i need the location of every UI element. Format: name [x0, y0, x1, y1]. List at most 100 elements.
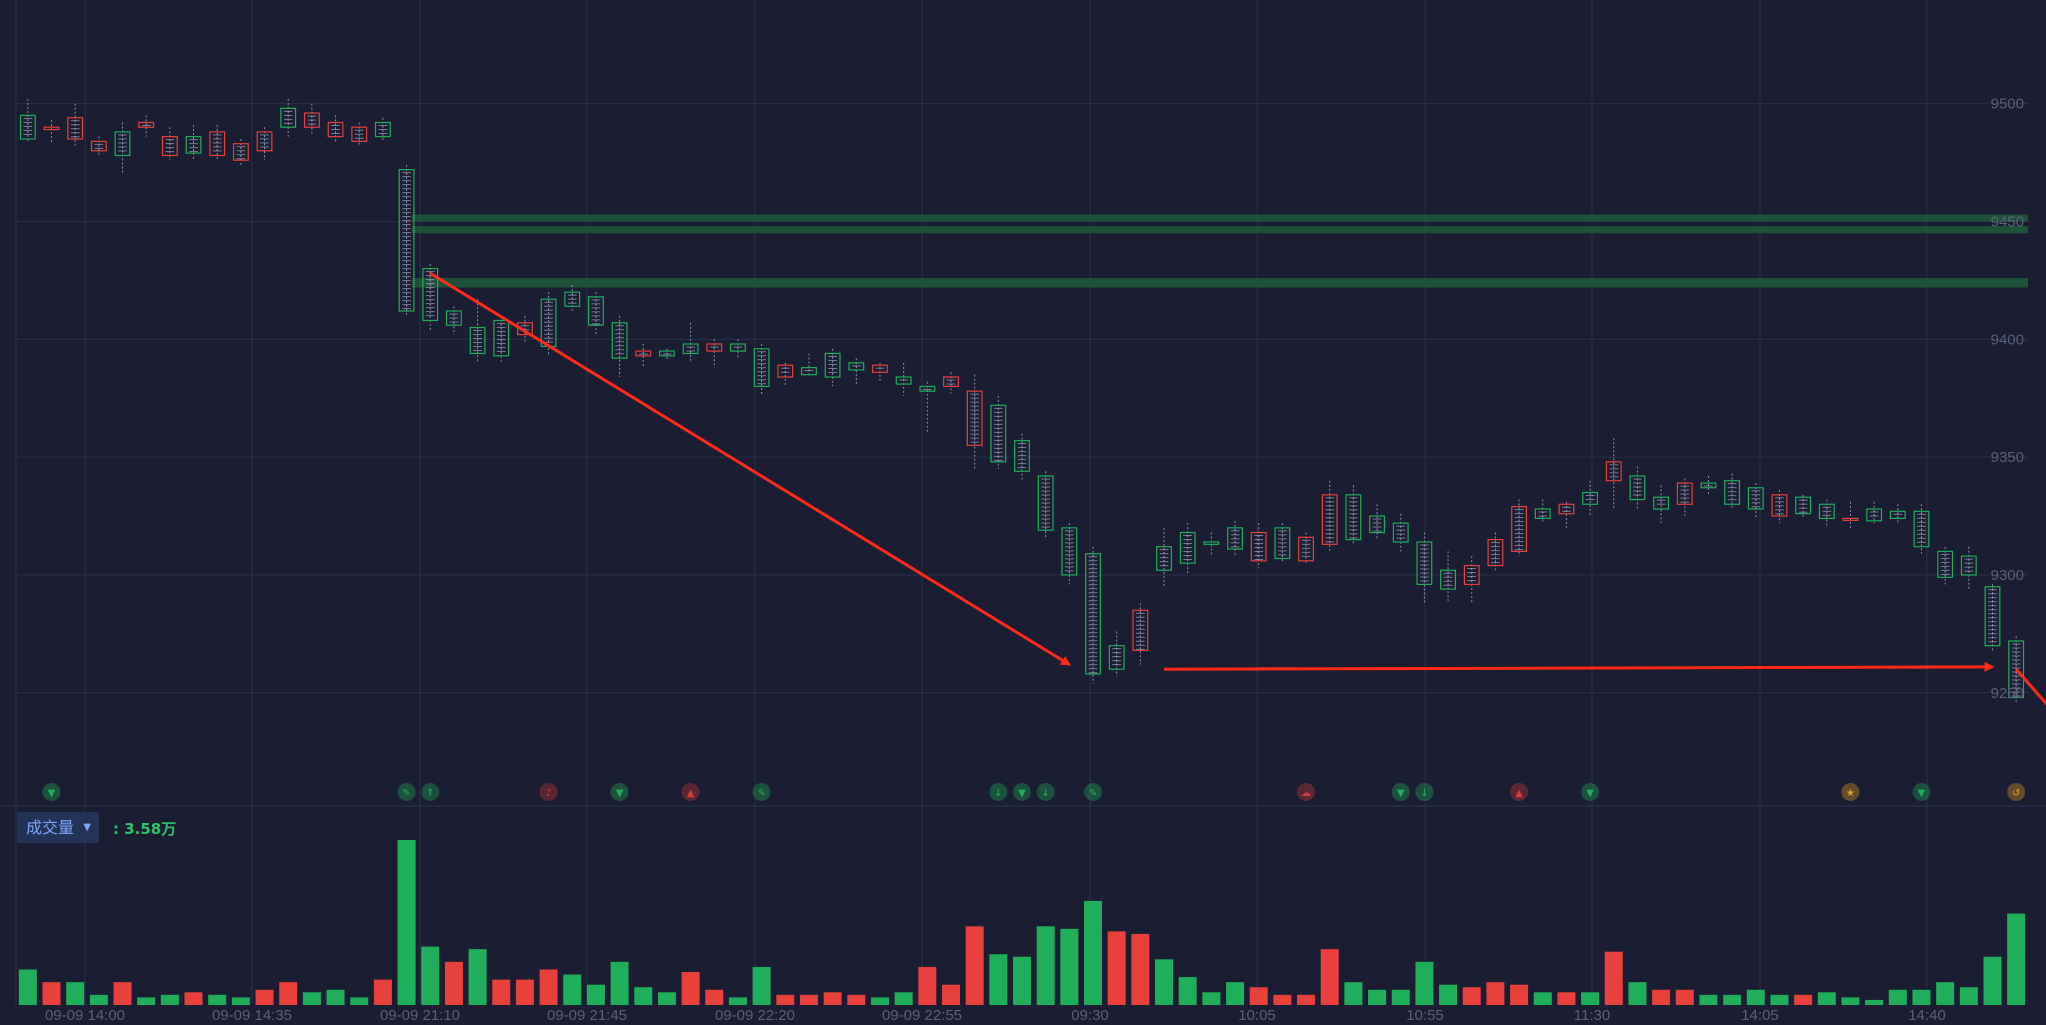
candle-body [303, 112, 320, 128]
chevron-down-icon: ▼ [83, 822, 91, 833]
volume-bar [1675, 989, 1694, 1005]
signal-icon-glyph: ✎ [402, 788, 410, 799]
volume-bar [847, 994, 866, 1005]
signal-icon-glyph: ♪ [545, 788, 551, 799]
signal-icon-bg [1841, 783, 1860, 801]
signal-icon-glyph: ▼ [1586, 788, 1594, 799]
signal-icon[interactable]: ▼ [1391, 783, 1410, 801]
candle-body [990, 404, 1007, 463]
candle-body [1156, 546, 1172, 571]
volume-bar [113, 982, 132, 1005]
volume-bar [1936, 982, 1955, 1005]
signal-icon[interactable]: ▲ [681, 783, 700, 801]
signal-icon-bg [1013, 783, 1031, 801]
candle-body [777, 364, 794, 378]
price-tick-label: 9350 [1991, 449, 2024, 466]
volume-bar [894, 992, 913, 1005]
candle-body [1653, 496, 1670, 510]
candle-body [943, 376, 959, 388]
signal-icon-bg [2007, 783, 2026, 801]
candle-body [351, 126, 368, 142]
signal-icon[interactable]: ▼ [1912, 783, 1931, 801]
signal-icon[interactable]: ✎ [1084, 783, 1103, 801]
candle-body [1298, 536, 1314, 562]
candle-body [1345, 494, 1362, 541]
signal-icons[interactable]: ▼ ✎ ⇑ ♪ ▼ ▲ ✎ ↓ ▼ ↓ ✎ ☁ ▼ ↓ ▲ ▼ ★ ▼ ↺ [42, 783, 2026, 801]
support-zone [412, 214, 2028, 222]
signal-icon-glyph: ▼ [48, 788, 56, 799]
signal-icon-glyph: ▼ [1018, 788, 1026, 799]
signal-icon[interactable]: ♪ [539, 783, 558, 801]
candle-body [1724, 480, 1741, 505]
volume-bar [965, 926, 984, 1005]
candle-body [801, 366, 817, 376]
candle-body [1771, 494, 1788, 517]
candle-body [138, 121, 155, 128]
price-tick-label: 9450 [1991, 213, 2024, 230]
volume-bar [776, 994, 795, 1005]
volume-bar [1604, 951, 1623, 1005]
candle-body [43, 126, 60, 131]
signal-icon[interactable]: ▼ [42, 783, 61, 801]
volume-bar [302, 992, 321, 1005]
trend-arrow [1164, 661, 1995, 672]
signal-icon-bg [42, 783, 61, 801]
candle-body [1487, 539, 1504, 567]
candle-body [635, 350, 652, 357]
volume-bar [1107, 931, 1126, 1005]
signal-icon[interactable]: ⇑ [421, 783, 440, 801]
candle-body [1842, 517, 1859, 522]
time-tick-label: 09-09 22:55 [882, 1007, 962, 1024]
volume-bar [89, 994, 108, 1005]
signal-icon[interactable]: ↓ [1036, 783, 1055, 801]
volume-bar [705, 989, 724, 1005]
volume-bar [1794, 994, 1813, 1005]
candle-body [611, 322, 628, 359]
signal-icon-bg [1036, 783, 1055, 801]
volume-bar [823, 992, 842, 1005]
time-tick-label: 14:05 [1741, 1007, 1779, 1024]
signal-icon[interactable]: ↺ [2007, 783, 2026, 801]
candle-body [493, 319, 510, 357]
signal-icon-bg [539, 783, 558, 801]
signal-icon[interactable]: ★ [1841, 783, 1860, 801]
support-zone [412, 278, 2028, 288]
volume-bar [1249, 987, 1268, 1005]
signal-icon[interactable]: ▼ [610, 783, 629, 801]
volume-bar [563, 974, 582, 1005]
volume-bar [1510, 984, 1529, 1005]
candle-body [280, 107, 297, 128]
candle-body [1558, 503, 1575, 515]
signal-icon[interactable]: ▲ [1510, 783, 1529, 801]
signal-icon-bg [1912, 783, 1931, 801]
signal-icon[interactable]: ↓ [1415, 783, 1434, 801]
signal-icon[interactable]: ▼ [1013, 783, 1031, 801]
candle-body [422, 267, 439, 322]
signal-icon-glyph: ✎ [757, 788, 765, 799]
signal-icon-bg [1510, 783, 1529, 801]
volume-bar [539, 969, 558, 1005]
signal-icon[interactable]: ✎ [752, 783, 771, 801]
candle-body [1203, 541, 1220, 545]
volume-bar [18, 969, 37, 1005]
volume-bar [941, 984, 960, 1005]
volume-indicator-selector[interactable]: 成交量 ▼ [17, 812, 99, 843]
candle-body [848, 362, 865, 371]
signal-icon[interactable]: ▼ [1581, 783, 1600, 801]
signal-icon[interactable]: ↓ [989, 783, 1008, 801]
volume-bar [1415, 961, 1434, 1005]
volume-bar [421, 946, 440, 1005]
price-axis-labels: 9500 9450 9400 9350 9300 9250 [1991, 96, 2024, 702]
volume-bar [350, 997, 369, 1005]
signal-icon[interactable]: ☁ [1297, 783, 1316, 801]
price-tick-label: 9500 [1991, 96, 2024, 113]
signal-icon-bg [681, 783, 700, 801]
signal-icon-glyph: ⇑ [426, 788, 434, 799]
signal-icon[interactable]: ✎ [397, 783, 416, 801]
volume-bar [870, 997, 889, 1005]
volume-bar [752, 966, 771, 1005]
candle-body [1440, 569, 1457, 590]
candle-body [895, 376, 912, 385]
volume-bar [586, 984, 605, 1005]
